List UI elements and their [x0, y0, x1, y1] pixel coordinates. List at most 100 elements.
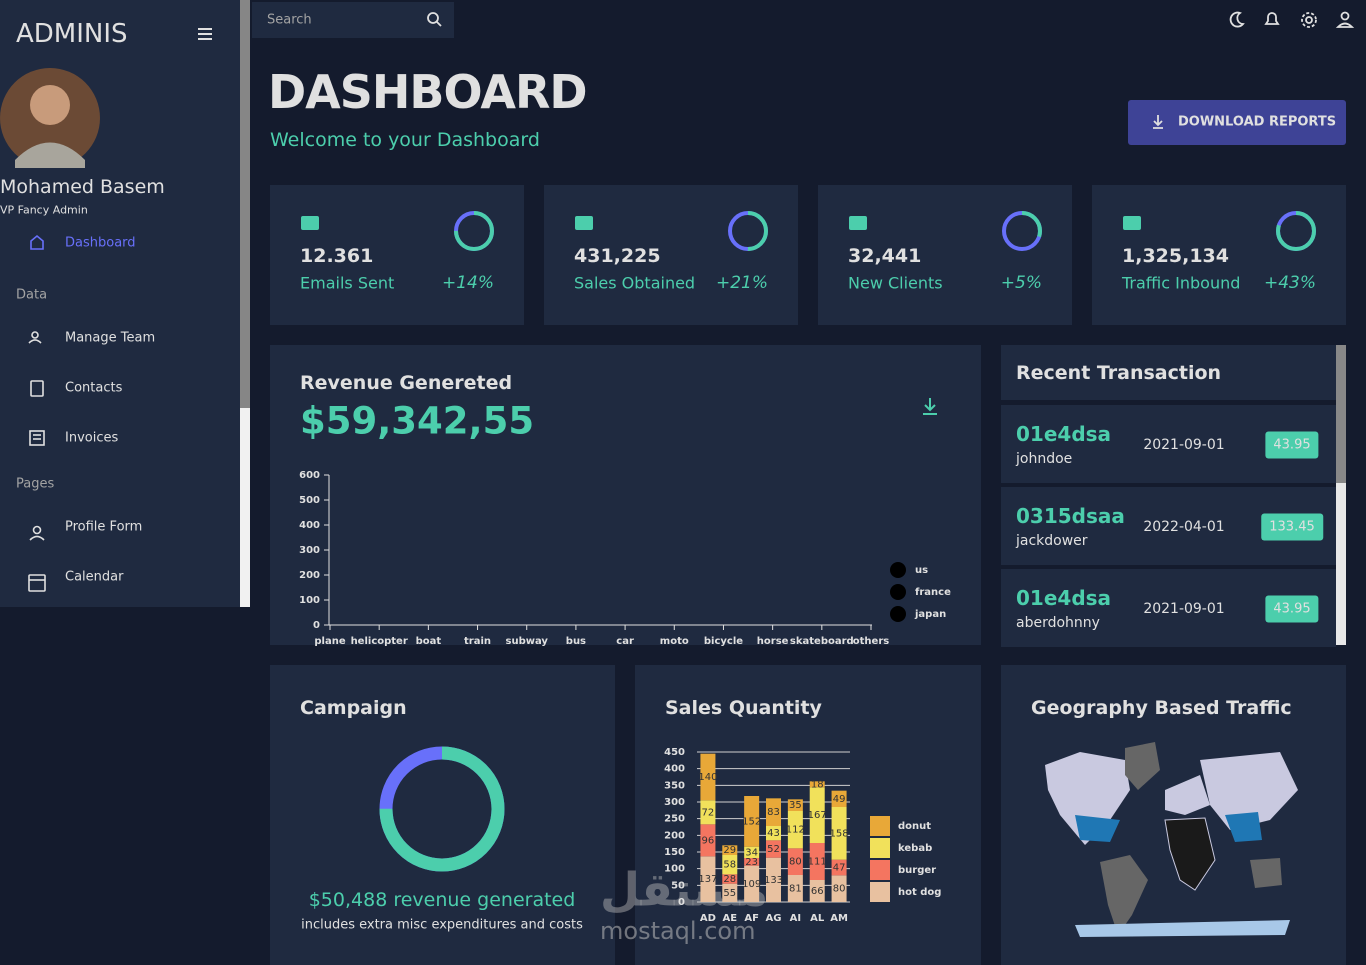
- search-box[interactable]: [252, 2, 454, 38]
- stat-change: +21%: [715, 273, 768, 293]
- legend-swatch: [870, 838, 890, 858]
- download-button[interactable]: [1128, 100, 1346, 145]
- bar-value-label: 35: [789, 800, 802, 811]
- transaction-date: 2021-09-01: [1143, 601, 1225, 617]
- stat-value: 1,325,134: [1122, 245, 1229, 267]
- stat-change: +43%: [1263, 273, 1316, 293]
- bar-value-label: 133: [764, 875, 783, 886]
- stat-icon: [575, 216, 593, 230]
- stat-card: [818, 185, 1072, 325]
- bar-value-label: 137: [698, 874, 717, 885]
- avatar-shirt: [15, 142, 85, 168]
- bar-value-label: 158: [830, 828, 849, 839]
- x-tick-label: plane: [314, 636, 345, 647]
- transaction-date: 2022-04-01: [1143, 519, 1225, 535]
- user-role: VP Fancy Admin: [0, 203, 88, 217]
- transaction-id: 01e4dsa: [1016, 586, 1112, 610]
- nav-item[interactable]: Manage Team: [65, 330, 156, 346]
- transaction-cost: 43.95: [1265, 595, 1319, 623]
- revenue-card: [270, 345, 981, 645]
- x-tick-label: train: [464, 636, 491, 647]
- page-title: DASHBOARD: [268, 65, 588, 119]
- home-icon: [30, 234, 44, 250]
- geography-title: Geography Based Traffic: [1031, 697, 1292, 719]
- menu-icon[interactable]: [198, 28, 212, 40]
- legend-label: france: [915, 587, 951, 598]
- x-tick-label: AM: [830, 913, 848, 924]
- ring-progress: [1276, 211, 1316, 251]
- bar-segment: [766, 840, 781, 858]
- bar-value-label: 112: [786, 825, 805, 836]
- bar-segment: [700, 824, 716, 857]
- legend-label: us: [915, 565, 928, 576]
- user-name: Mohamed Basem: [0, 176, 165, 198]
- transaction-id: 01e4dsa: [1016, 422, 1112, 446]
- legend-swatch: [870, 882, 890, 902]
- bar-segment: [787, 799, 803, 811]
- transaction-date: 2021-09-01: [1143, 437, 1225, 453]
- x-tick-label: horse: [757, 636, 789, 647]
- legend-label: burger: [898, 865, 936, 876]
- revenue-title: Revenue Genereted: [300, 372, 513, 394]
- bar-segment: [722, 874, 738, 884]
- nav-item[interactable]: Profile Form: [65, 519, 143, 535]
- transaction-user: aberdohnny: [1016, 615, 1100, 631]
- bar-segment: [722, 883, 738, 902]
- nav-item[interactable]: Calendar: [65, 569, 124, 585]
- bar-value-label: 111: [808, 857, 827, 868]
- sales-title: Sales Quantity: [665, 697, 822, 719]
- nav-active[interactable]: Dashboard: [65, 235, 136, 251]
- bar-segment: [831, 875, 847, 902]
- bar-value-label: 49: [833, 794, 846, 805]
- stat-card: [1092, 185, 1346, 325]
- transaction-cost: 43.95: [1265, 431, 1319, 459]
- stat-icon: [849, 216, 867, 230]
- nav-section: Data: [16, 287, 48, 303]
- campaign-card: [270, 665, 615, 965]
- geography-card: [1001, 665, 1346, 965]
- legend-swatch: [890, 562, 906, 578]
- bar-value-label: 34: [745, 847, 758, 858]
- campaign-title: Campaign: [300, 697, 407, 719]
- stat-card: [544, 185, 798, 325]
- y-tick-label: 300: [299, 545, 320, 556]
- y-tick-label: 450: [664, 747, 685, 758]
- legend-label: hot dog: [898, 887, 941, 898]
- stat-label: Emails Sent: [300, 273, 395, 293]
- topbar-icons[interactable]: [427, 11, 1355, 28]
- y-tick-label: 400: [664, 764, 685, 775]
- revenue-download-icon[interactable]: [923, 398, 937, 415]
- legend-swatch: [890, 584, 906, 600]
- watermark-logo: مستقل: [600, 863, 768, 917]
- x-tick-label: moto: [660, 636, 689, 647]
- bar-segment: [722, 845, 738, 855]
- stat-label: Traffic Inbound: [1122, 273, 1241, 293]
- nav-item[interactable]: Contacts: [65, 380, 123, 396]
- search-placeholder: Search: [267, 12, 312, 28]
- y-tick-label: 0: [678, 897, 685, 908]
- stat-label: New Clients: [848, 273, 943, 293]
- bar-segment: [744, 865, 760, 902]
- legend-label: kebab: [898, 843, 932, 854]
- nav-item[interactable]: Invoices: [65, 430, 119, 446]
- transaction-cost: 133.45: [1261, 513, 1323, 541]
- x-tick-label: AD: [700, 913, 716, 924]
- y-tick-label: 600: [299, 470, 320, 481]
- bar-value-label: 81: [789, 884, 802, 895]
- transactions-scroll-thumb[interactable]: [1336, 345, 1346, 483]
- y-tick-label: 100: [664, 864, 685, 875]
- bar-value-label: 28: [723, 874, 736, 885]
- nav-section: Pages: [16, 476, 55, 492]
- bar-segment: [809, 843, 825, 880]
- x-tick-label: car: [616, 636, 634, 647]
- download-button-label: DOWNLOAD REPORTS: [1178, 114, 1337, 130]
- stat-icon: [301, 216, 319, 230]
- transaction-user: johndoe: [1016, 451, 1073, 467]
- sidebar-scroll-thumb[interactable]: [240, 0, 250, 408]
- legend-swatch: [870, 860, 890, 880]
- ring-progress: [728, 211, 768, 251]
- bar-segment: [787, 811, 803, 849]
- bar-value-label: 55: [723, 888, 736, 899]
- legend-swatch: [890, 606, 906, 622]
